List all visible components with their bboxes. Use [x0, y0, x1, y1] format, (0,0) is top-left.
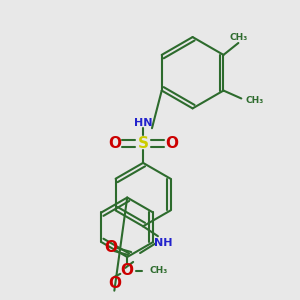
Text: S: S	[138, 136, 148, 151]
Text: CH₃: CH₃	[229, 33, 248, 42]
Text: O: O	[108, 136, 121, 151]
Text: NH: NH	[154, 238, 172, 248]
Text: CH₃: CH₃	[245, 96, 263, 105]
Text: HN: HN	[134, 118, 152, 128]
Text: O: O	[121, 263, 134, 278]
Text: CH₃: CH₃	[150, 266, 168, 275]
Text: O: O	[104, 240, 117, 255]
Text: O: O	[108, 276, 121, 291]
Text: O: O	[165, 136, 178, 151]
